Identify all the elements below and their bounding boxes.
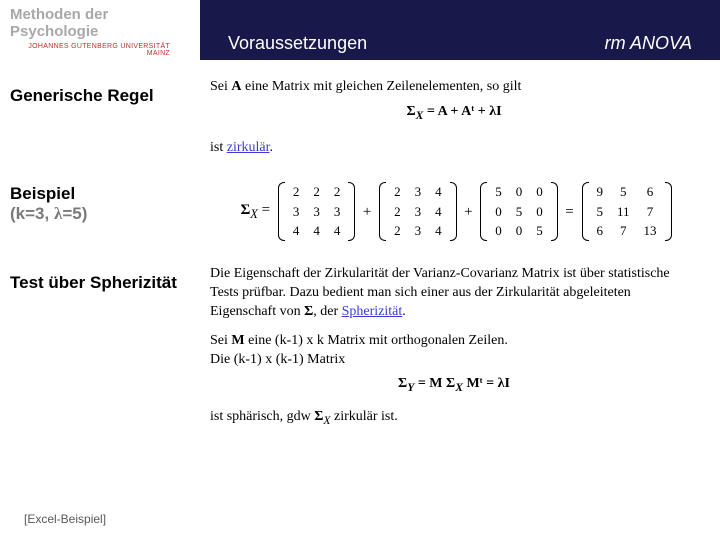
s3-sigma: Σ bbox=[304, 304, 313, 319]
s3-line2a: Sei bbox=[210, 333, 231, 348]
section-sphericity: Test über Spherizität Die Eigenschaft de… bbox=[0, 265, 720, 429]
s3-formula: ΣY = M ΣX Mᵗ = λI bbox=[210, 375, 698, 396]
s3-line3: Die (k-1) x (k-1) Matrix bbox=[210, 352, 345, 367]
matrix-equation: ΣX = 222333444 + 234234234 + 500050005 =… bbox=[210, 182, 698, 241]
s3-tail-sigma: Σ bbox=[314, 409, 323, 424]
s3-para-c: , der bbox=[313, 304, 341, 319]
header: Methoden der Psychologie JOHANNES GUTENB… bbox=[0, 0, 720, 60]
link-spherizitaet[interactable]: Spherizität bbox=[342, 304, 403, 319]
s1-bold-A: A bbox=[231, 79, 241, 94]
matrix-2: 234234234 bbox=[379, 182, 457, 241]
matrix-1: 222333444 bbox=[278, 182, 356, 241]
section-title: Voraussetzungen bbox=[228, 33, 367, 54]
s3-para-a: Die Eigenschaft der Zirkularität der Var… bbox=[210, 266, 670, 319]
s1-tail-post: . bbox=[270, 140, 274, 155]
link-zirkulaer[interactable]: zirkulär bbox=[227, 140, 270, 155]
s3-tail-c: zirkulär ist. bbox=[331, 409, 398, 424]
title-line1: Methoden der bbox=[10, 6, 108, 23]
topic-title: rm ANOVA bbox=[605, 33, 692, 54]
header-right: Voraussetzungen rm ANOVA bbox=[200, 0, 720, 60]
excel-link[interactable]: [Excel-Beispiel] bbox=[24, 512, 106, 526]
s1-text-post: eine Matrix mit gleichen Zeilenelementen… bbox=[242, 79, 522, 94]
heading-sphericity: Test über Spherizität bbox=[10, 265, 190, 293]
s3-tail-a: ist sphärisch, gdw bbox=[210, 409, 314, 424]
section-generic-rule: Generische Regel Sei A eine Matrix mit g… bbox=[0, 78, 720, 158]
course-title: Methoden der Psychologie bbox=[10, 6, 190, 41]
title-line2: Psychologie bbox=[10, 23, 98, 40]
heading-generic: Generische Regel bbox=[10, 78, 190, 106]
matrix-3: 500050005 bbox=[480, 182, 558, 241]
s3-line2c: eine (k-1) x k Matrix mit orthogonalen Z… bbox=[245, 333, 508, 348]
s3-para-d: . bbox=[402, 304, 406, 319]
header-left: Methoden der Psychologie JOHANNES GUTENB… bbox=[0, 0, 200, 60]
s1-formula: ΣX = A + Aᵗ + λI bbox=[210, 103, 698, 124]
heading-example: Beispiel (k=3, λ=5) bbox=[10, 176, 190, 223]
s3-M: M bbox=[231, 333, 244, 348]
section-example: Beispiel (k=3, λ=5) ΣX = 222333444 + 234… bbox=[0, 176, 720, 247]
s1-tail-pre: ist bbox=[210, 140, 227, 155]
university-logo: JOHANNES GUTENBERG UNIVERSITÄT MAINZ bbox=[10, 43, 190, 57]
matrix-4: 95651176713 bbox=[582, 182, 672, 241]
s1-text-pre: Sei bbox=[210, 79, 231, 94]
